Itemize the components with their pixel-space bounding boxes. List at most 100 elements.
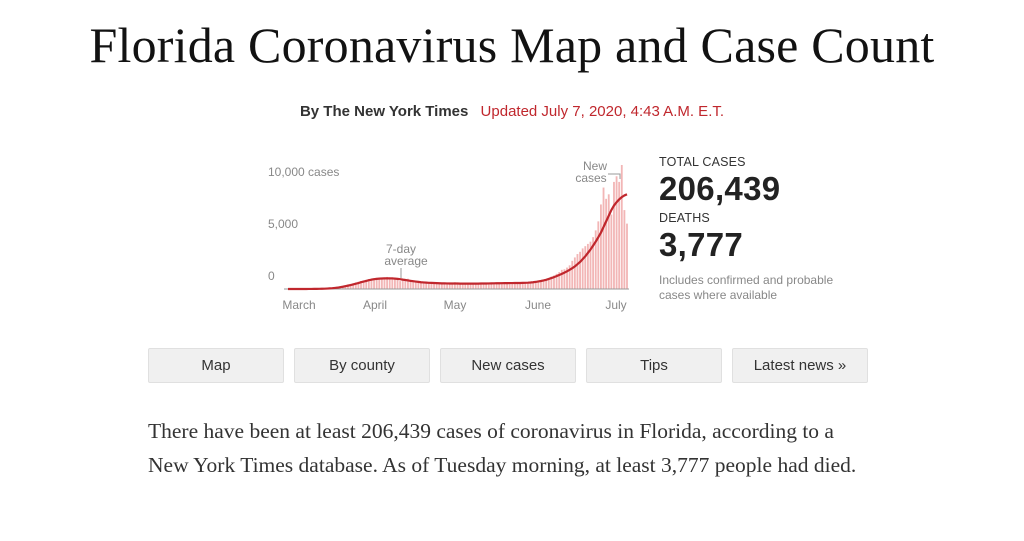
bar (542, 280, 545, 289)
bar (613, 181, 615, 289)
bar (537, 281, 540, 289)
bar (485, 283, 488, 289)
new-cases-annotation-bracket (608, 173, 621, 179)
bar (516, 282, 519, 289)
bar (357, 281, 360, 289)
bar (375, 277, 378, 289)
bar (401, 279, 404, 289)
bar (584, 246, 587, 289)
y-tick-label: 10,000 cases (268, 165, 339, 179)
new-cases-annotation-line1: New (583, 159, 607, 173)
x-tick-label: July (605, 298, 626, 312)
nav-latest-news-button[interactable]: Latest news » (732, 348, 868, 383)
bar (446, 283, 448, 289)
bar (367, 279, 370, 289)
average-line (288, 193, 628, 291)
bar (513, 283, 516, 289)
nav-new-cases-button[interactable]: New cases (440, 348, 576, 383)
bar (490, 282, 493, 289)
bar (469, 284, 472, 289)
bar (534, 281, 537, 289)
chart-svg: 10,000 cases 5,000 0 March April May June July 7… (268, 159, 629, 312)
bar (500, 282, 503, 289)
bar (592, 237, 595, 289)
bar (527, 283, 529, 289)
bar (498, 283, 501, 289)
bar (615, 176, 618, 289)
bar (443, 282, 446, 289)
bar (480, 283, 482, 289)
bar (472, 284, 475, 289)
bar (440, 283, 443, 289)
bar (594, 230, 597, 289)
bar (373, 278, 375, 289)
bar (558, 272, 561, 289)
y-tick-label: 0 (268, 269, 275, 283)
new-cases-annotation-line2: cases (575, 171, 606, 185)
bar (474, 283, 477, 289)
bar (394, 278, 396, 289)
bar (597, 221, 600, 289)
bar (626, 223, 628, 289)
bar (412, 281, 415, 289)
summary-paragraph: There have been at least 206,439 cases o… (148, 419, 857, 477)
bar (459, 284, 462, 289)
bar (453, 282, 456, 289)
bar (581, 248, 584, 289)
bar (618, 181, 621, 289)
bar (435, 283, 438, 289)
bar (566, 267, 568, 289)
bar (467, 283, 469, 289)
nav-tips-button[interactable]: Tips (586, 348, 722, 383)
bar (547, 279, 550, 289)
bar (360, 281, 362, 289)
bar (430, 282, 433, 289)
bar (420, 282, 422, 289)
bar (409, 281, 412, 289)
bar (422, 283, 425, 289)
bar (451, 283, 454, 289)
bar (482, 283, 485, 289)
bar (610, 214, 613, 289)
bar (417, 282, 420, 289)
bar (605, 198, 608, 289)
bar (524, 282, 527, 289)
bar (560, 269, 563, 289)
bar (386, 276, 389, 289)
bar (477, 283, 480, 289)
bar (388, 278, 391, 289)
bar (425, 282, 428, 289)
bar (347, 284, 349, 289)
bar (378, 278, 381, 289)
bar (362, 280, 365, 289)
bar (352, 283, 355, 289)
bar (511, 283, 514, 289)
updated-timestamp: Updated July 7, 2020, 4:43 A.M. E.T. (480, 103, 725, 120)
bar (493, 283, 495, 289)
total-cases-value: 206,439 (659, 170, 781, 207)
bar (508, 283, 511, 289)
nav-by-county-button[interactable]: By county (294, 348, 430, 383)
bar (579, 251, 581, 289)
bar (600, 204, 602, 289)
nav-map-button[interactable]: Map (148, 348, 284, 383)
bar (550, 276, 553, 289)
bar (391, 277, 394, 289)
stats-panel: TOTAL CASES 206,439 DEATHS 3,777 Include… (659, 155, 879, 303)
bar (438, 283, 441, 289)
page-title: Florida Coronavirus Map and Case Count (89, 17, 935, 73)
deaths-value: 3,777 (659, 226, 744, 263)
section-nav: Map By county New cases Tips Latest news… (148, 348, 868, 384)
bar (589, 241, 592, 289)
bar (503, 282, 506, 289)
bar (563, 269, 566, 289)
bar (461, 283, 464, 289)
total-cases-label: TOTAL CASES (659, 155, 746, 169)
bar (571, 260, 574, 289)
bar (602, 187, 605, 289)
bar (404, 280, 407, 289)
bar (555, 273, 558, 289)
bar (545, 279, 548, 289)
bar (529, 283, 532, 289)
bar (407, 278, 409, 289)
